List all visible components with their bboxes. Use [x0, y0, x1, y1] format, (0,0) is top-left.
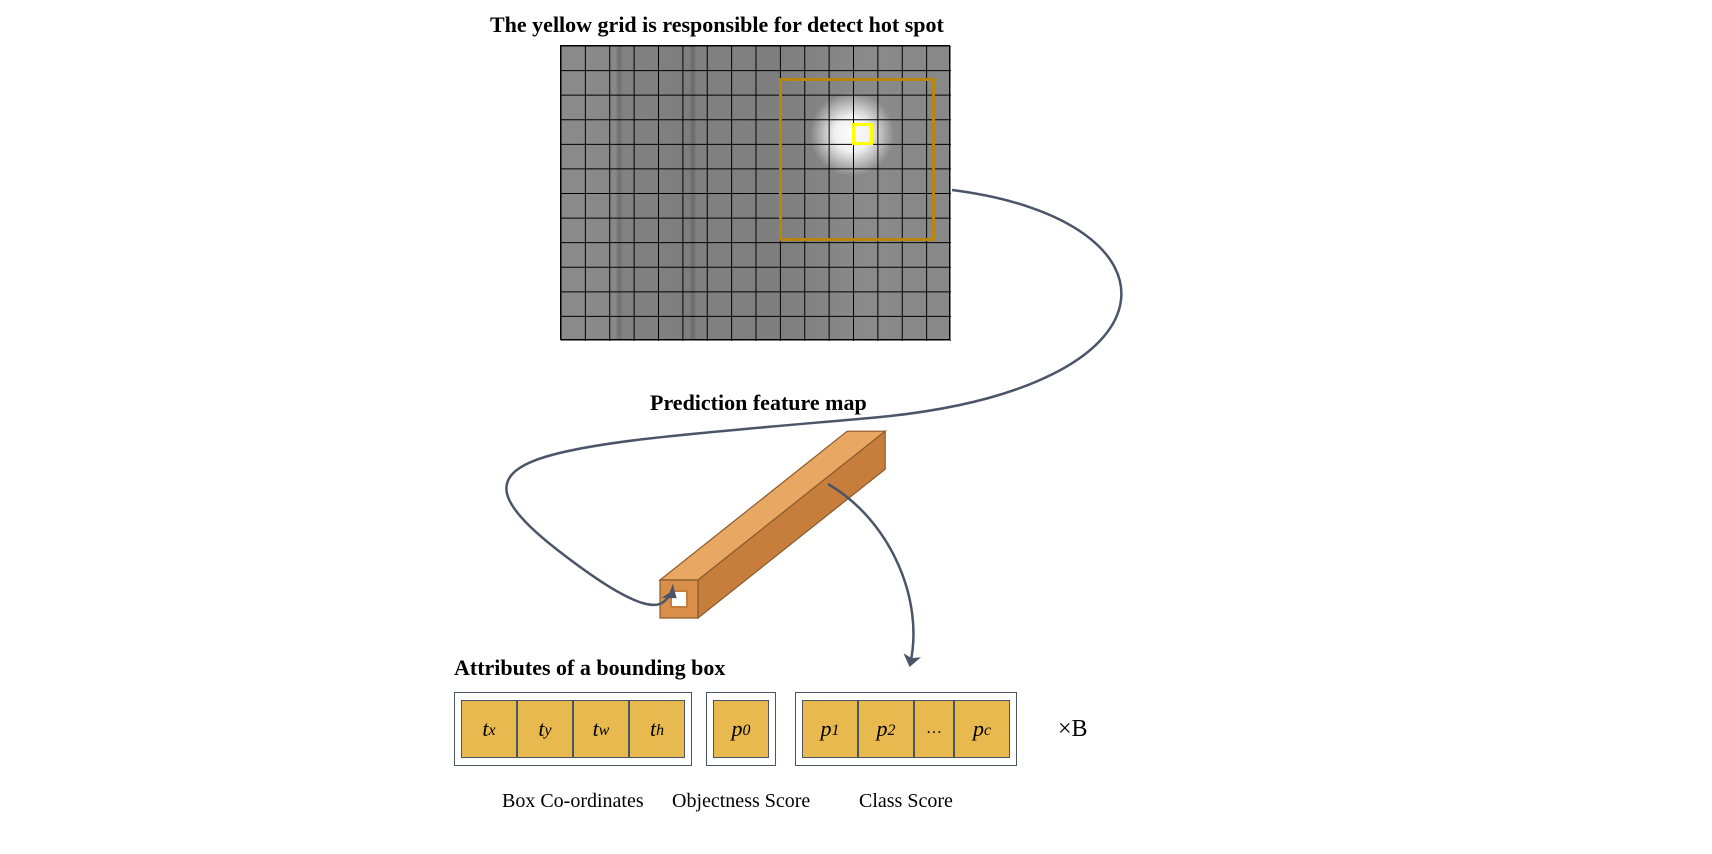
top-title: The yellow grid is responsible for detec…: [490, 12, 944, 38]
detection-grid: [560, 45, 950, 340]
cuboid-to-attrs: [828, 484, 913, 665]
feature-map-title: Prediction feature map: [650, 390, 867, 416]
attributes-title: Attributes of a bounding box: [454, 655, 725, 681]
anchor-box-inner: [852, 123, 873, 145]
diagram-stage: The yellow grid is responsible for detec…: [0, 0, 1712, 854]
attr-group-label: Class Score: [859, 790, 953, 813]
attr-cell: …: [914, 700, 954, 758]
anchor-box-outer: [779, 78, 935, 240]
attr-cell: th: [629, 700, 685, 758]
attr-cell: pc: [954, 700, 1010, 758]
attr-group-2: p1p2…pc: [795, 692, 1017, 766]
attr-group-label: Objectness Score: [672, 790, 810, 813]
attr-group-0: txtytwth: [454, 692, 692, 766]
attr-cell: p2: [858, 700, 914, 758]
attr-cell: p1: [802, 700, 858, 758]
attr-cell: p0: [713, 700, 769, 758]
attr-cell: tw: [573, 700, 629, 758]
times-b-label: ×B: [1058, 716, 1088, 743]
attr-cell: ty: [517, 700, 573, 758]
attr-group-label: Box Co-ordinates: [502, 790, 644, 813]
attr-group-1: p0: [706, 692, 776, 766]
attr-cell: tx: [461, 700, 517, 758]
